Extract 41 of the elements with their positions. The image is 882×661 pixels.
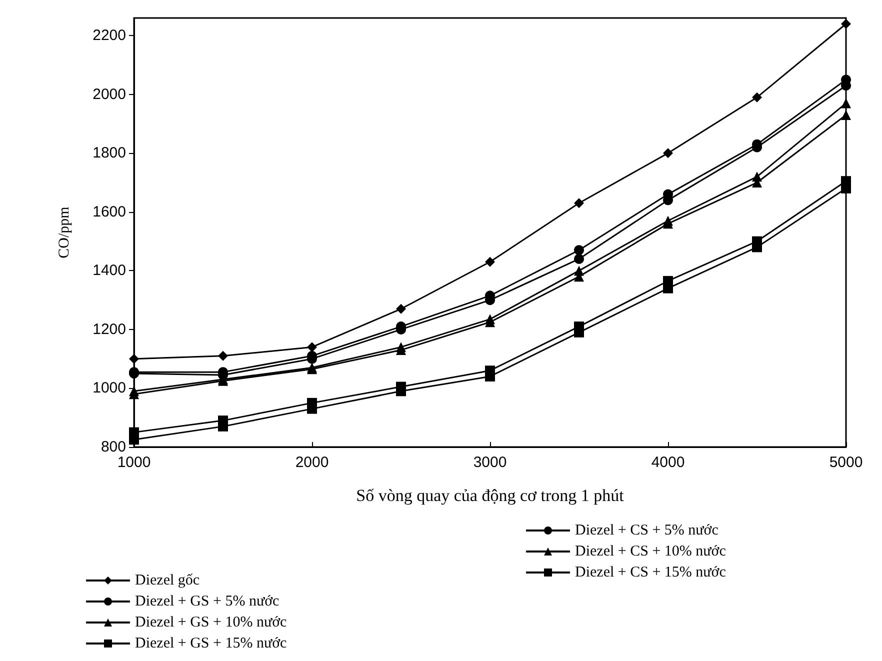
point	[574, 254, 584, 264]
y-tick-label: 1600	[92, 203, 126, 220]
point	[485, 256, 495, 267]
x-tick-label: 2000	[295, 454, 329, 471]
point	[574, 198, 584, 208]
legend-label: Diezel + GS + 10% nước	[135, 614, 288, 630]
point	[752, 172, 762, 182]
point	[663, 216, 673, 226]
point	[396, 342, 406, 352]
x-tick-label: 5000	[829, 454, 863, 471]
point	[307, 342, 317, 352]
point	[663, 148, 673, 158]
point	[752, 92, 762, 102]
legend-label: Diezel + GS + 5% nước	[135, 594, 280, 610]
y-tick-label: 1400	[92, 262, 126, 280]
point	[129, 354, 139, 364]
y-tick-label: 2200	[92, 27, 126, 44]
legend-label: Diezel + GS + 15% nước	[135, 636, 288, 652]
legend-label: Diezel + CS + 10% nước	[575, 544, 726, 560]
y-tick-label: 2000	[92, 86, 126, 103]
x-tick-label: 1000	[117, 454, 151, 471]
legend-label: Diezel + CS + 15% nước	[575, 564, 726, 580]
legend-label: Diezel gốc	[135, 572, 200, 588]
x-axis-title: Số vòng quay của động cơ trong 1 phút	[356, 486, 624, 505]
point	[129, 386, 139, 396]
point	[574, 266, 584, 276]
point	[396, 304, 406, 314]
x-tick-label: 4000	[651, 454, 685, 471]
y-tick-label: 800	[100, 438, 126, 456]
y-tick-label: 1800	[92, 144, 126, 162]
y-axis-title: CO/ppm	[56, 206, 72, 258]
y-tick-label: 1000	[92, 380, 126, 397]
point	[574, 245, 584, 256]
point	[485, 314, 495, 324]
legend-label: Diezel + CS + 5% nước	[575, 522, 719, 538]
x-tick-label: 3000	[473, 454, 507, 471]
y-tick-label: 1200	[92, 320, 126, 338]
point	[841, 98, 851, 108]
point	[841, 110, 851, 120]
point	[841, 18, 851, 29]
point	[218, 350, 228, 361]
